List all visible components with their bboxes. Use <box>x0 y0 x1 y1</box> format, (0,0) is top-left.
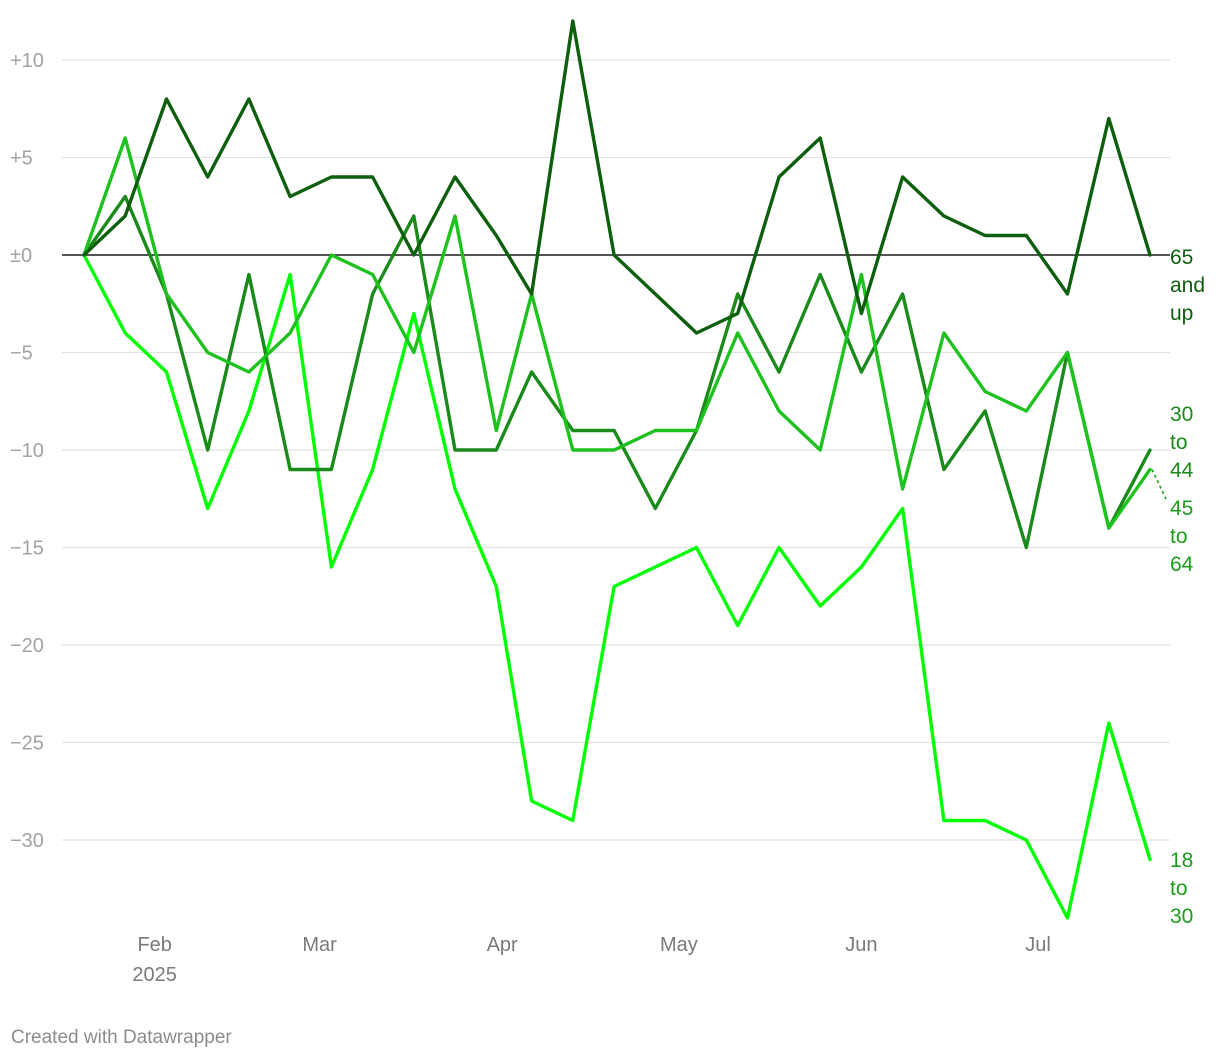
footer-credit: Created with Datawrapper <box>11 1027 232 1048</box>
series-label: 64 <box>1170 553 1194 576</box>
x-tick-label: Mar <box>302 934 337 956</box>
series-label: to <box>1170 431 1188 454</box>
y-tick-label: ±0 <box>10 245 32 267</box>
series-label: 44 <box>1170 459 1194 482</box>
series-label: 30 <box>1170 905 1193 928</box>
gridlines <box>62 59 1170 841</box>
x-tick-label: Apr <box>487 934 518 956</box>
series-label: and <box>1170 274 1205 297</box>
series-label: 30 <box>1170 403 1193 426</box>
x-tick-label: Feb <box>137 934 171 956</box>
x-tick-sublabel: 2025 <box>132 964 177 986</box>
series-line <box>82 136 1152 530</box>
series-label: to <box>1170 525 1188 548</box>
series-label: 45 <box>1170 497 1193 520</box>
y-tick-label: +5 <box>10 148 33 170</box>
series-line <box>82 19 1152 335</box>
label-connector <box>1151 469 1167 500</box>
y-tick-label: +10 <box>10 50 44 72</box>
series-labels: 18 to 30 30 to 44 45 to 64 65 and up <box>1151 246 1205 928</box>
series-lines <box>82 19 1152 920</box>
y-tick-label: −20 <box>10 635 44 657</box>
y-tick-label: −25 <box>10 733 44 755</box>
y-axis-ticks: +10 +5 ±0 −5 −10 −15 −20 −25 −30 <box>10 50 44 852</box>
x-tick-label: Jun <box>845 934 877 956</box>
series-label: 18 <box>1170 849 1193 872</box>
y-tick-label: −30 <box>10 830 44 852</box>
series-line <box>82 253 1152 920</box>
x-tick-label: May <box>660 934 698 956</box>
y-tick-label: −10 <box>10 440 44 462</box>
series-label: 65 <box>1170 246 1193 269</box>
x-tick-label: Jul <box>1025 934 1051 956</box>
series-line <box>82 194 1152 550</box>
series-label: up <box>1170 302 1193 325</box>
series-label: to <box>1170 877 1188 900</box>
y-tick-label: −5 <box>10 343 33 365</box>
y-tick-label: −15 <box>10 538 44 560</box>
x-axis-ticks: Feb 2025 Mar Apr May Jun Jul <box>132 934 1050 986</box>
